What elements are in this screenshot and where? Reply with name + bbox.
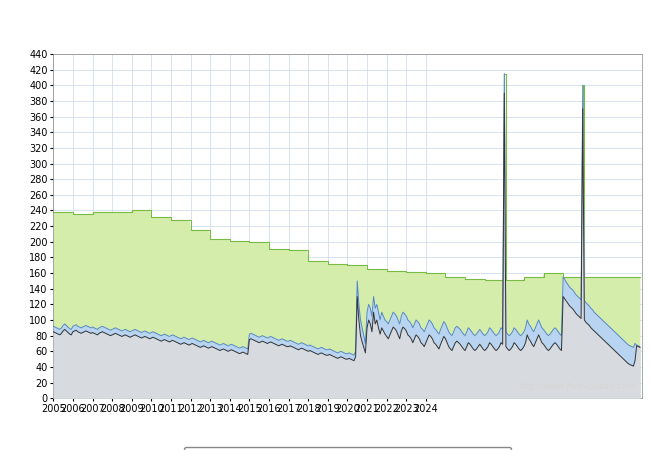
Text: http://www.foro-ciudad.com: http://www.foro-ciudad.com bbox=[519, 382, 636, 392]
Legend: Ocupados, Parados, Hab. entre 16-64: Ocupados, Parados, Hab. entre 16-64 bbox=[184, 447, 511, 450]
Text: Nueva Villa de las Torres - Evolucion de la poblacion en edad de Trabajar Noviem: Nueva Villa de las Torres - Evolucion de… bbox=[25, 18, 625, 29]
